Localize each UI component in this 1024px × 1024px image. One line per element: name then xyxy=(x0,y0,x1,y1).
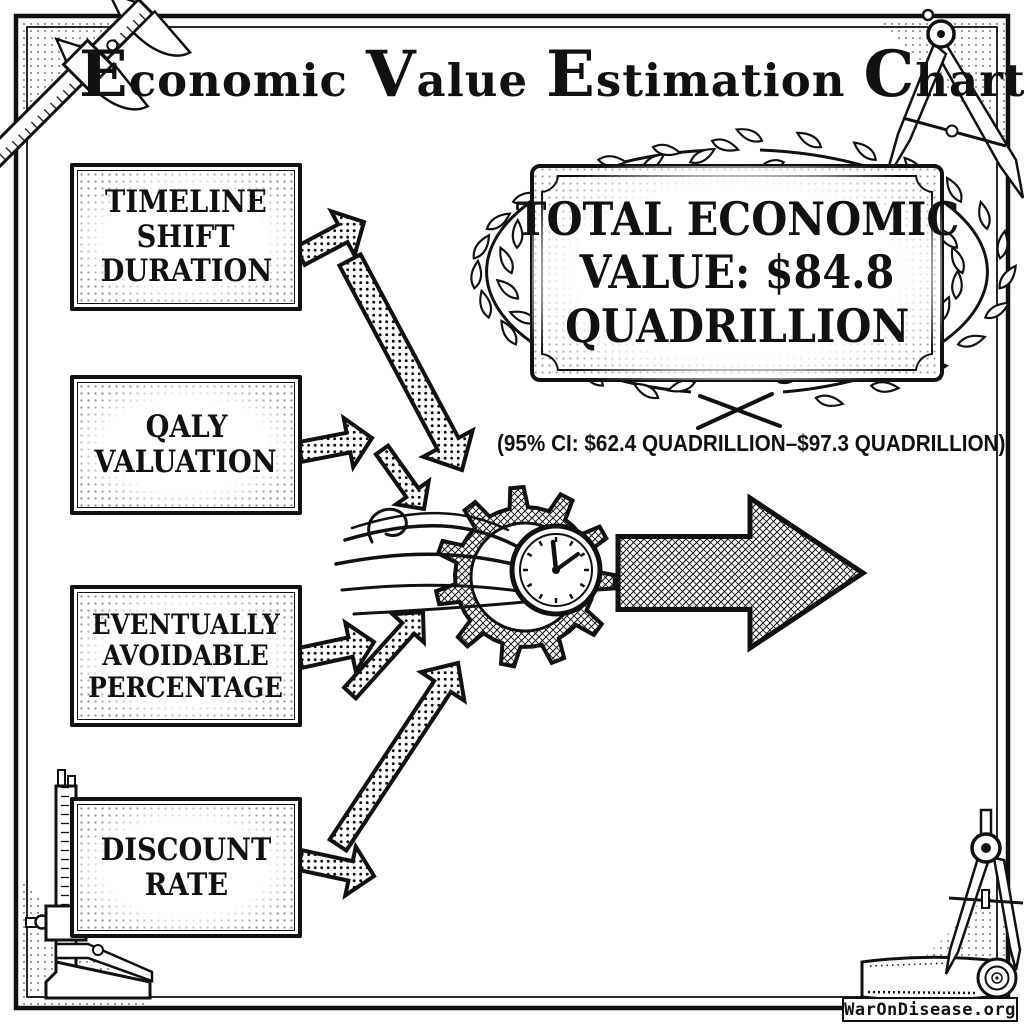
wind-swoosh xyxy=(367,507,408,544)
laurel-leaf xyxy=(869,379,901,395)
laurel-leaf xyxy=(947,244,968,276)
clock-tick xyxy=(538,593,544,600)
input-box-qaly-valuation: QALY VALUATION xyxy=(70,375,302,515)
clock-tick xyxy=(526,552,533,558)
total-value-line: TOTAL ECONOMIC xyxy=(515,191,959,246)
input-box-inner: QALY VALUATION xyxy=(77,382,295,508)
total-economic-value: TOTAL ECONOMIC VALUE: $84.8 QUADRILLION xyxy=(515,166,959,380)
input-box-inner: EVENTUALLY AVOIDABLE PERCENTAGE xyxy=(77,592,295,720)
clock-hand-minute xyxy=(554,552,580,572)
input-box-discount-rate: DISCOUNT RATE xyxy=(70,797,302,938)
laurel-leaf xyxy=(468,259,485,291)
wind-swoosh xyxy=(350,511,510,532)
input-arrow-tab-4 xyxy=(295,841,377,900)
input-label-line: DURATION xyxy=(100,253,272,290)
wind-swoosh xyxy=(343,523,522,550)
input-label-line: EVENTUALLY xyxy=(91,607,281,641)
flow-arrows xyxy=(292,207,868,900)
laurel-leaf xyxy=(631,377,662,404)
clock-center xyxy=(552,566,560,574)
total-value-line: QUADRILLION xyxy=(564,298,910,353)
clock-tick xyxy=(579,582,586,588)
input-arrow-tab-1 xyxy=(292,207,367,268)
laurel-leaf xyxy=(813,391,845,411)
connector-arrow-4 xyxy=(326,660,468,854)
input-box-eventually-avoidable-percentage: EVENTUALLY AVOIDABLE PERCENTAGE xyxy=(70,585,302,727)
title-word: Chart xyxy=(863,37,1024,112)
caliper-icon-top-left xyxy=(0,0,193,177)
laurel-leaf xyxy=(949,269,965,301)
input-arrow-tab-2 xyxy=(295,413,375,473)
laurel-leaf xyxy=(733,123,766,147)
clock-tick xyxy=(568,593,574,600)
laurel-leaf xyxy=(495,244,517,277)
title-word: Economic xyxy=(79,37,348,112)
watermark-label: WarOnDisease.org xyxy=(842,997,1018,1022)
laurel-leaf xyxy=(975,199,993,231)
laurel-leaf xyxy=(686,144,719,168)
laurel-leaf xyxy=(955,332,988,350)
clock-tick xyxy=(579,552,586,558)
input-box-inner: DISCOUNT RATE xyxy=(77,804,295,931)
input-label-line: VALUATION xyxy=(94,444,278,480)
input-label-line: SHIFT xyxy=(137,218,235,255)
title-word: Value xyxy=(365,37,529,112)
input-label-line: TIMELINE xyxy=(105,183,267,220)
wreath-crossed-stems xyxy=(696,392,782,430)
compass-icon-top-right xyxy=(882,8,1024,199)
laurel-leaf xyxy=(493,274,523,304)
input-arrow-tab-3 xyxy=(295,618,377,677)
input-box-inner: TIMELINE SHIFT DURATION xyxy=(77,170,295,304)
total-value-line: VALUE: $84.8 xyxy=(579,245,895,300)
laurel-leaf xyxy=(709,134,741,157)
title-word: Estimation xyxy=(546,37,846,112)
clock-hand-hour xyxy=(550,539,559,573)
output-arrow xyxy=(615,493,868,653)
input-label-line: DISCOUNT xyxy=(100,831,272,868)
connector-arrow-3 xyxy=(341,609,427,702)
laurel-leaf xyxy=(794,127,825,153)
input-label-line: PERCENTAGE xyxy=(88,670,284,704)
connector-arrow-2 xyxy=(373,442,432,512)
input-label-line: RATE xyxy=(144,866,228,903)
page-title: Economic Value Estimation Chart xyxy=(70,37,1024,116)
clock-tick xyxy=(526,582,533,588)
confidence-interval-text: (95% CI: $62.4 QUADRILLION–$97.3 QUADRIL… xyxy=(497,430,1006,456)
laurel-leaf xyxy=(850,137,880,165)
connector-arrow-1 xyxy=(336,251,476,473)
clock-tick xyxy=(568,540,574,547)
scroll-icon xyxy=(860,955,1018,1002)
input-label-line: AVOIDABLE xyxy=(102,639,270,673)
gear-clock-icon xyxy=(334,484,618,669)
clock-face xyxy=(519,533,593,607)
clock-tick xyxy=(538,540,544,547)
compass-icon-bottom-right xyxy=(944,808,1024,975)
input-box-timeline-shift-duration: TIMELINE SHIFT DURATION xyxy=(70,163,302,311)
input-label-line: QALY xyxy=(145,409,227,446)
